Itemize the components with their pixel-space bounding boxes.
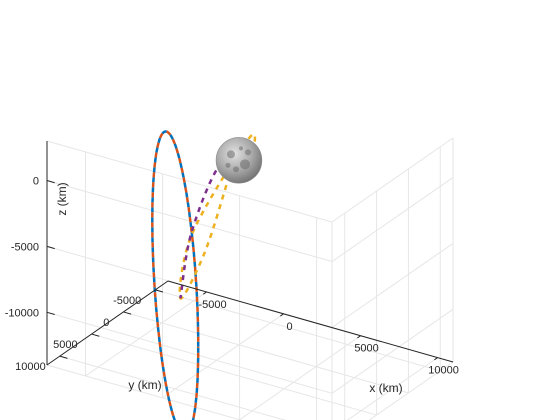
moon-crater <box>226 150 235 159</box>
grid-line-x-floor <box>162 313 284 399</box>
tick-labels: -5000 0 5000 10000 -5000 0 5000 10000 -10000 -500… <box>5 176 459 377</box>
series-line-orbit-3 <box>178 133 257 300</box>
moon-crater <box>239 159 250 170</box>
z-tick <box>46 311 55 315</box>
grid-line-y-floor <box>59 355 287 420</box>
y-tick <box>155 289 164 293</box>
moon-sphere <box>215 137 263 184</box>
moon-crater <box>244 149 251 156</box>
grid-line-z-side <box>331 177 454 262</box>
x-axis-label: x (km) <box>369 381 402 395</box>
grid-line-z-side <box>331 243 454 328</box>
moon-crater <box>238 146 243 151</box>
series-line-orbit-2 <box>151 130 200 420</box>
x-tick-label: 5000 <box>354 343 378 355</box>
x-axis-line <box>167 280 454 363</box>
z-tick <box>46 180 55 184</box>
x-tick-label: 10000 <box>428 365 459 377</box>
box-edge <box>368 361 454 420</box>
grid-line-y-floor <box>123 311 409 394</box>
y-tick <box>59 355 68 359</box>
y-tick <box>91 333 100 337</box>
moon-crater <box>232 166 239 173</box>
y-tick-label: 0 <box>103 317 109 329</box>
moon-crater <box>225 162 231 168</box>
grid-lines <box>46 146 454 420</box>
y-axis-line <box>46 280 169 366</box>
z-tick-label: -5000 <box>11 241 39 253</box>
box-edge <box>331 137 454 223</box>
y-tick <box>123 311 132 315</box>
grid-line-x-floor <box>85 291 207 377</box>
x-tick <box>280 313 284 317</box>
grid-line-z-back <box>46 311 333 394</box>
central-body <box>215 137 263 184</box>
z-tick-label: -10000 <box>5 307 39 319</box>
x-tick <box>434 357 438 361</box>
y-tick-label: -5000 <box>113 295 141 307</box>
y-axis-label: y (km) <box>128 378 161 392</box>
z-tick <box>46 245 55 250</box>
grid-line-y-floor <box>155 289 441 372</box>
z-tick-label: 0 <box>33 176 39 188</box>
x-tick-label: -5000 <box>198 299 226 311</box>
x-tick <box>203 291 207 295</box>
z-axis-label: z (km) <box>55 182 69 215</box>
y-tick-label: 10000 <box>15 361 46 373</box>
box-edge <box>46 364 243 420</box>
y-tick-label: 5000 <box>53 339 77 351</box>
grid-line-x-floor <box>239 335 361 420</box>
grid-line-x-floor <box>346 357 438 420</box>
grid-line-y-floor <box>91 333 377 416</box>
box-edge <box>46 140 333 223</box>
grid-line-z-side <box>331 308 454 394</box>
x-tick-label: 0 <box>286 321 292 333</box>
axis-lines <box>46 141 454 366</box>
x-tick <box>357 335 361 339</box>
series-line-orbit-1 <box>151 130 200 420</box>
